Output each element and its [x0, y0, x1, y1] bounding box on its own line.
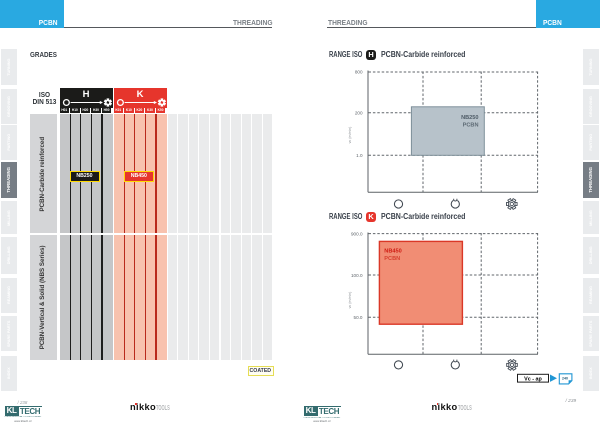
svg-text:900.0: 900.0 [351, 231, 363, 236]
svg-text:PCBN: PCBN [384, 256, 400, 262]
svg-text:1.0: 1.0 [356, 153, 363, 158]
svg-text:50.0: 50.0 [354, 315, 363, 320]
svg-text:240: 240 [562, 376, 568, 380]
svg-text:NB450: NB450 [384, 248, 401, 254]
svg-text:200: 200 [355, 111, 363, 116]
svg-text:800: 800 [355, 70, 363, 75]
svg-text:vc (m/min): vc (m/min) [348, 292, 352, 309]
svg-text:100.0: 100.0 [351, 273, 363, 278]
svg-text:vc (m/min): vc (m/min) [348, 127, 352, 144]
svg-text:NB250: NB250 [461, 115, 478, 121]
svg-text:Vc - ap: Vc - ap [524, 376, 542, 382]
svg-text:PCBN: PCBN [463, 122, 479, 128]
